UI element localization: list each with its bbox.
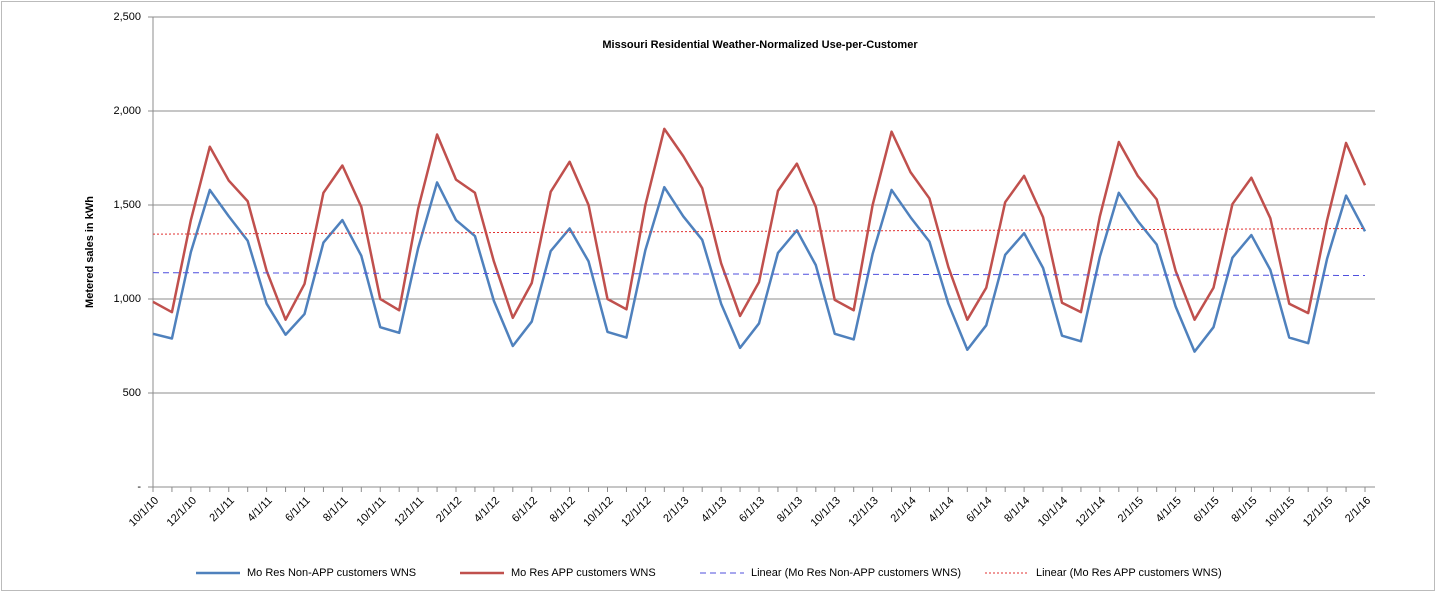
chart-title: Missouri Residential Weather-Normalized … <box>602 39 918 51</box>
legend-label: Mo Res Non-APP customers WNS <box>247 567 416 579</box>
legend-label: Linear (Mo Res APP customers WNS) <box>1036 567 1222 579</box>
series-line <box>152 181 1367 353</box>
y-tick-label: 2,000 <box>113 105 141 117</box>
y-tick-label: 500 <box>123 387 141 399</box>
y-tick-label: 1,000 <box>113 293 141 305</box>
legend-label: Linear (Mo Res Non-APP customers WNS) <box>751 567 961 579</box>
series-line <box>152 127 1367 321</box>
legend-label: Mo Res APP customers WNS <box>511 567 656 579</box>
y-tick-label: 1,500 <box>113 199 141 211</box>
trend-line <box>152 272 1366 276</box>
y-tick-label: - <box>137 481 141 493</box>
y-tick-label: 2,500 <box>113 11 141 23</box>
y-axis-label: Metered sales in kWh <box>84 196 96 308</box>
